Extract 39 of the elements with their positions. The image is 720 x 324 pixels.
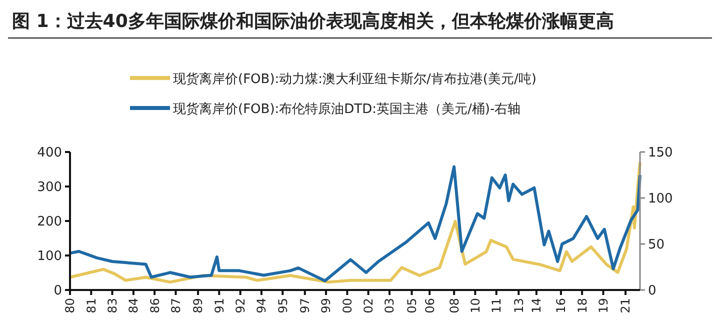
x-tick-label: 16 [554, 298, 568, 314]
y-tick-label: 100 [37, 249, 62, 264]
x-tick-label: 02 [362, 298, 376, 314]
y2-tick-label: 150 [648, 146, 673, 161]
x-tick-label: 86 [148, 298, 162, 314]
y-tick-label: 400 [37, 146, 62, 161]
x-tick-label: 00 [340, 298, 354, 314]
x-tick-label: 84 [126, 298, 141, 314]
x-tick-label: 95 [276, 298, 290, 314]
x-tick-label: 87 [168, 298, 183, 314]
x-tick-label: 94 [254, 298, 269, 314]
x-tick-label: 13 [512, 298, 526, 314]
x-tick-label: 08 [447, 298, 462, 314]
x-tick-label: 83 [105, 298, 120, 314]
x-tick-label: 81 [84, 298, 98, 314]
x-tick-label: 91 [212, 298, 226, 314]
x-tick-label: 03 [382, 298, 397, 314]
x-tick-label: 97 [298, 298, 312, 314]
x-tick-label: 06 [422, 298, 437, 314]
x-tick-label: 99 [319, 298, 334, 314]
y2-tick-label: 50 [648, 238, 665, 253]
x-tick-label: 10 [468, 298, 482, 314]
y-tick-label: 300 [37, 180, 62, 196]
x-tick-label: 11 [490, 298, 504, 314]
x-tick-label: 05 [404, 298, 419, 314]
legend-label: 现货离岸价(FOB):布伦特原油DTD:英国主港（美元/桶)-右轴 [173, 101, 521, 117]
x-tick-label: 89 [191, 298, 206, 314]
x-tick-label: 19 [596, 298, 610, 314]
y-tick-label: 200 [37, 214, 62, 230]
x-tick-label: 21 [618, 298, 633, 314]
x-tick-label: 92 [234, 298, 248, 314]
y2-tick-label: 100 [648, 192, 673, 207]
chart-title: 图 1：过去40多年国际煤价和国际油价表现高度相关，但本轮煤价涨幅更高 [12, 11, 614, 32]
x-tick-label: 18 [575, 298, 590, 314]
legend-label: 现货离岸价(FOB):动力煤:澳大利亚纽卡斯尔/肯布拉港(美元/吨) [173, 71, 536, 87]
x-tick-label: 14 [530, 298, 544, 314]
y2-tick-label: 0 [648, 284, 656, 299]
x-tick-label: 80 [63, 298, 78, 314]
y-tick-label: 0 [54, 284, 62, 299]
